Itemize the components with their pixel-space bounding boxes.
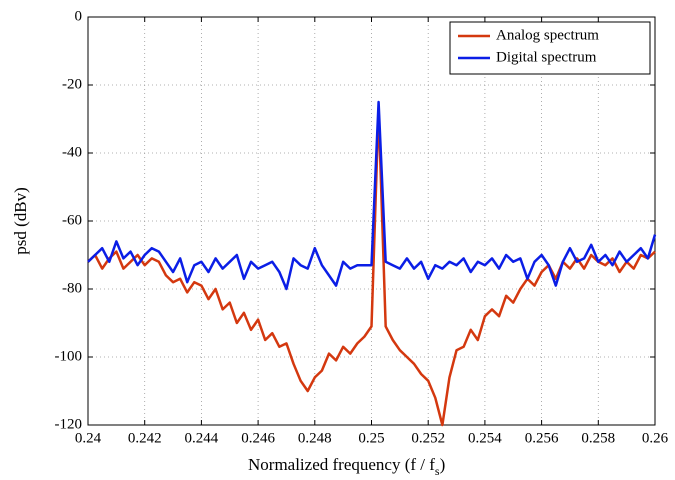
plot-frame — [87, 16, 656, 426]
y-tick-label: -40 — [62, 144, 82, 160]
x-tick-label: 0.252 — [411, 430, 445, 446]
y-tick-label: -80 — [62, 280, 82, 296]
x-axis-label-sub: s — [435, 464, 440, 478]
x-tick-label: 0.248 — [298, 430, 332, 446]
series-line — [87, 100, 657, 291]
x-tick-label: 0.254 — [468, 430, 502, 446]
x-tick-label: 0.26 — [642, 430, 669, 446]
x-tick-label: 0.256 — [525, 430, 559, 446]
y-tick-label: 0 — [75, 8, 83, 24]
y-axis-label: psd (dBv) — [11, 187, 30, 255]
x-tick-label: 0.258 — [581, 430, 615, 446]
y-tick-label: -60 — [62, 212, 82, 228]
y-tick-label: -120 — [55, 416, 83, 432]
legend-box — [449, 21, 651, 75]
x-tick-label: 0.242 — [128, 430, 162, 446]
x-axis-label: Normalized frequency (f / fs) — [248, 455, 445, 478]
x-tick-label: 0.24 — [75, 430, 102, 446]
legend-label: Digital spectrum — [496, 49, 597, 65]
y-tick-label: -100 — [55, 348, 83, 364]
x-axis-label-tail: ) — [440, 455, 446, 474]
legend-label: Analog spectrum — [496, 27, 599, 43]
x-tick-label: 0.244 — [185, 430, 219, 446]
y-tick-label: -20 — [62, 76, 82, 92]
x-tick-label: 0.25 — [358, 430, 384, 446]
x-axis-label-main: Normalized frequency (f / f — [248, 455, 435, 474]
x-tick-label: 0.246 — [241, 430, 275, 446]
